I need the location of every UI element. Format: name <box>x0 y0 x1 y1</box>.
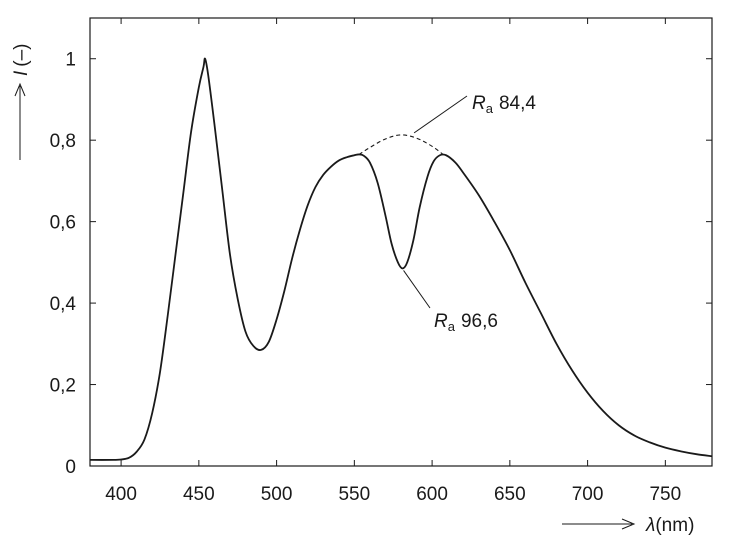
y-axis-title: I (–) <box>11 43 32 160</box>
x-tick-label: 700 <box>572 484 604 505</box>
annotation-symbol: R <box>434 311 448 332</box>
x-tick-label: 550 <box>338 484 370 505</box>
plot-area-frame <box>89 17 713 467</box>
x-tick-label: 600 <box>416 484 448 505</box>
x-axis-title: λ(nm) <box>562 515 694 536</box>
x-axis-arrow-head <box>621 518 636 530</box>
x-tick-label: 650 <box>494 484 526 505</box>
y-tick-label: 0,4 <box>50 294 77 315</box>
x-tick-label: 450 <box>183 484 215 505</box>
x-tick-label: 750 <box>649 484 681 505</box>
series-line-ra-84-4 <box>358 134 444 155</box>
annotation-subscript: a <box>486 101 494 116</box>
annotation-symbol: R <box>472 93 486 114</box>
x-axis-unit: (nm) <box>655 515 694 536</box>
y-tick-label: 0 <box>65 457 76 478</box>
annotation-subscript: a <box>448 319 456 334</box>
y-tick-label: 0,8 <box>50 131 76 152</box>
annotation-value: 96,6 <box>461 311 498 332</box>
annotation-label: Ra 84,4 <box>472 93 536 116</box>
y-axis-arrow-head <box>14 82 26 97</box>
x-axis-label: λ(nm) <box>645 515 694 536</box>
y-tick-label: 1 <box>65 50 76 71</box>
annotation-leader-line <box>413 95 468 134</box>
x-tick-label: 400 <box>105 484 137 505</box>
x-axis-ticks: 400 450 500 550 600 650 700 750 <box>105 18 681 505</box>
y-axis-symbol: I <box>11 70 32 76</box>
series-layer <box>89 57 713 461</box>
y-axis-label: I (–) <box>11 43 32 76</box>
series-line-ra-96-6 <box>89 57 713 461</box>
annotation-label: Ra 96,6 <box>434 311 498 334</box>
annotation-value: 84,4 <box>499 93 536 114</box>
x-tick-label: 500 <box>261 484 293 505</box>
y-axis-ticks: 0 0,2 0,4 0,6 0,8 1 <box>50 50 712 478</box>
y-axis-unit: (–) <box>11 43 32 66</box>
annotation-leader-line <box>403 270 431 309</box>
annotation-layer: Ra 84,4 Ra 96,6 <box>403 93 536 334</box>
y-tick-label: 0,6 <box>50 213 76 234</box>
y-tick-label: 0,2 <box>50 376 76 397</box>
x-axis-symbol: λ <box>645 515 655 536</box>
